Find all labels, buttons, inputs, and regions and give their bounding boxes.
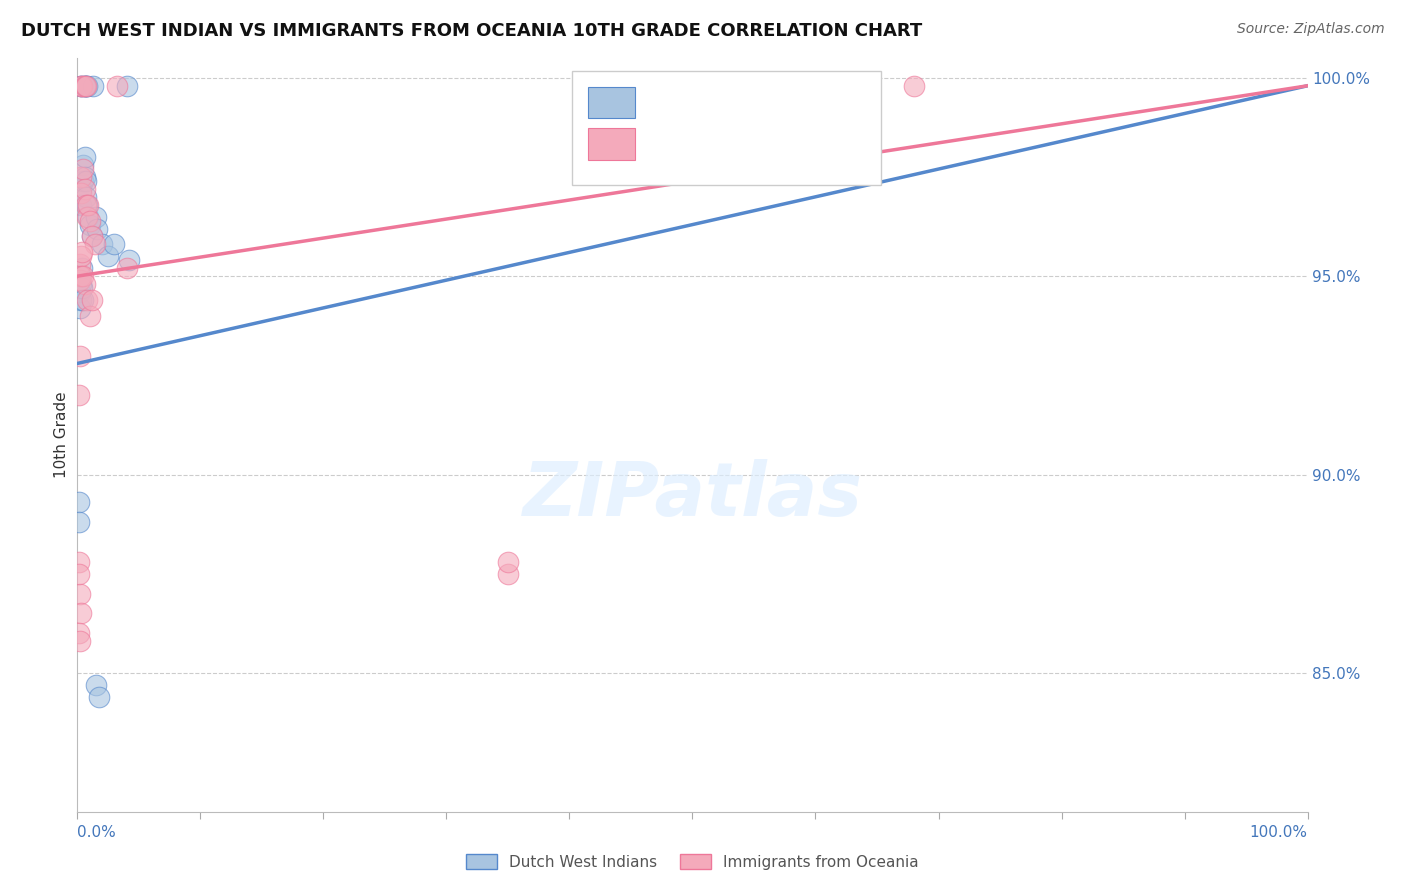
Point — [75, 78, 97, 93]
Point — [69, 634, 91, 648]
Point — [76, 210, 98, 224]
FancyBboxPatch shape — [588, 128, 634, 160]
Point — [70, 182, 93, 196]
Point — [73, 78, 96, 93]
Point — [73, 78, 96, 93]
Text: 0.0%: 0.0% — [77, 825, 117, 840]
Point — [79, 218, 101, 232]
Text: R = 0.330: R = 0.330 — [650, 94, 725, 109]
Text: ZIPatlas: ZIPatlas — [523, 458, 862, 532]
Point — [70, 78, 93, 93]
Point — [70, 281, 93, 295]
Point — [72, 158, 94, 172]
Point — [70, 169, 93, 184]
Point — [70, 245, 93, 260]
Point — [70, 78, 93, 93]
Point — [79, 309, 101, 323]
Text: DUTCH WEST INDIAN VS IMMIGRANTS FROM OCEANIA 10TH GRADE CORRELATION CHART: DUTCH WEST INDIAN VS IMMIGRANTS FROM OCE… — [21, 22, 922, 40]
Point — [70, 293, 93, 307]
FancyBboxPatch shape — [572, 70, 880, 185]
FancyBboxPatch shape — [588, 87, 634, 119]
Point — [76, 293, 98, 307]
Text: Source: ZipAtlas.com: Source: ZipAtlas.com — [1237, 22, 1385, 37]
Point — [118, 253, 141, 268]
Point — [90, 237, 114, 252]
Point — [67, 515, 90, 529]
Point — [69, 349, 91, 363]
Point — [70, 269, 93, 284]
Point — [84, 678, 107, 692]
Point — [72, 293, 94, 307]
Point — [75, 174, 97, 188]
Point — [70, 186, 93, 200]
Point — [76, 78, 98, 93]
Point — [76, 78, 98, 93]
Point — [73, 78, 96, 93]
Point — [103, 237, 125, 252]
Text: 100.0%: 100.0% — [1250, 825, 1308, 840]
Point — [70, 261, 93, 276]
Point — [73, 78, 96, 93]
Point — [70, 78, 93, 93]
Point — [72, 269, 94, 284]
Point — [70, 249, 93, 263]
Point — [76, 198, 98, 212]
Point — [73, 169, 96, 184]
Legend: Dutch West Indians, Immigrants from Oceania: Dutch West Indians, Immigrants from Ocea… — [460, 847, 925, 876]
Point — [903, 78, 925, 93]
Point — [73, 277, 96, 291]
Point — [69, 257, 91, 271]
Point — [69, 269, 91, 284]
Point — [73, 150, 96, 164]
Point — [69, 273, 91, 287]
Point — [70, 198, 93, 212]
Point — [86, 221, 108, 235]
Text: N = 37: N = 37 — [779, 135, 832, 150]
Point — [830, 78, 852, 93]
Point — [69, 285, 91, 299]
Point — [84, 210, 107, 224]
Point — [75, 190, 97, 204]
Text: N = 39: N = 39 — [779, 94, 832, 109]
Point — [83, 237, 105, 252]
Point — [97, 249, 120, 263]
Point — [82, 229, 104, 244]
Text: R = 0.280: R = 0.280 — [650, 135, 725, 150]
Point — [77, 210, 100, 224]
Point — [70, 607, 93, 621]
Point — [79, 213, 101, 227]
Point — [67, 495, 90, 509]
Point — [72, 162, 94, 177]
Y-axis label: 10th Grade: 10th Grade — [53, 392, 69, 478]
Point — [67, 555, 90, 569]
Point — [67, 388, 90, 402]
Point — [67, 626, 90, 640]
Point — [115, 78, 138, 93]
Point — [72, 174, 94, 188]
Point — [75, 198, 97, 212]
Point — [496, 566, 519, 581]
Point — [73, 182, 96, 196]
Point — [77, 198, 100, 212]
Point — [69, 586, 91, 600]
Point — [105, 78, 128, 93]
Point — [69, 301, 91, 315]
Point — [115, 261, 138, 276]
Point — [89, 690, 111, 704]
Point — [82, 293, 104, 307]
Point — [70, 78, 93, 93]
Point — [70, 277, 93, 291]
Point — [82, 78, 104, 93]
Point — [496, 555, 519, 569]
Point — [67, 566, 90, 581]
Point — [82, 229, 104, 244]
